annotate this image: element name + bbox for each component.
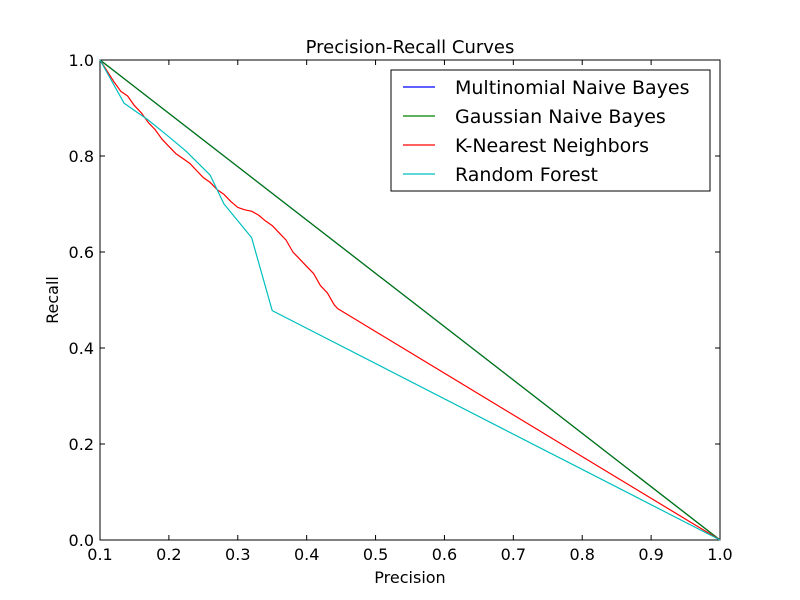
y-tick-label: 0.2 xyxy=(69,435,94,454)
x-tick-label: 1.0 xyxy=(707,545,732,564)
y-tick-label: 0.0 xyxy=(69,531,94,550)
legend: Multinomial Naive Bayes Gaussian Naive Ba… xyxy=(390,69,711,192)
series-line-k-nearest-neighbors xyxy=(99,59,721,541)
x-tick-label: 0.2 xyxy=(156,545,181,564)
x-tick-label: 0.5 xyxy=(363,545,388,564)
legend-label-random-forest: Random Forest xyxy=(455,164,598,186)
series-line-gaussian-naive-bayes xyxy=(99,59,721,541)
axis-ticks: 0.1 0.2 0.3 0.4 0.5 0.6 0.7 0.8 0.9 1.0 0.0 0.2 0.4 0… xyxy=(69,51,733,564)
legend-label-gaussian-naive-bayes: Gaussian Naive Bayes xyxy=(455,106,666,128)
x-tick-label: 0.7 xyxy=(501,545,526,564)
y-tick-label: 0.8 xyxy=(69,147,94,166)
x-tick-label: 0.3 xyxy=(225,545,250,564)
x-tick-label: 0.4 xyxy=(294,545,319,564)
y-tick-label: 0.4 xyxy=(69,339,94,358)
y-tick-label: 0.6 xyxy=(69,243,94,262)
series-layer xyxy=(99,59,721,541)
y-axis-label: Recall xyxy=(43,276,62,324)
x-axis-label: Precision xyxy=(374,568,445,587)
y-tick-label: 1.0 xyxy=(69,51,94,70)
x-tick-label: 0.9 xyxy=(638,545,663,564)
legend-label-k-nearest-neighbors: K-Nearest Neighbors xyxy=(455,135,649,157)
chart-title: Precision-Recall Curves xyxy=(306,37,515,58)
series-line-random-forest xyxy=(99,59,721,541)
legend-box xyxy=(390,69,711,192)
x-tick-label: 0.6 xyxy=(432,545,457,564)
x-tick-label: 0.1 xyxy=(87,545,112,564)
x-tick-label: 0.8 xyxy=(569,545,594,564)
legend-label-multinomial-naive-bayes: Multinomial Naive Bayes xyxy=(455,77,689,99)
